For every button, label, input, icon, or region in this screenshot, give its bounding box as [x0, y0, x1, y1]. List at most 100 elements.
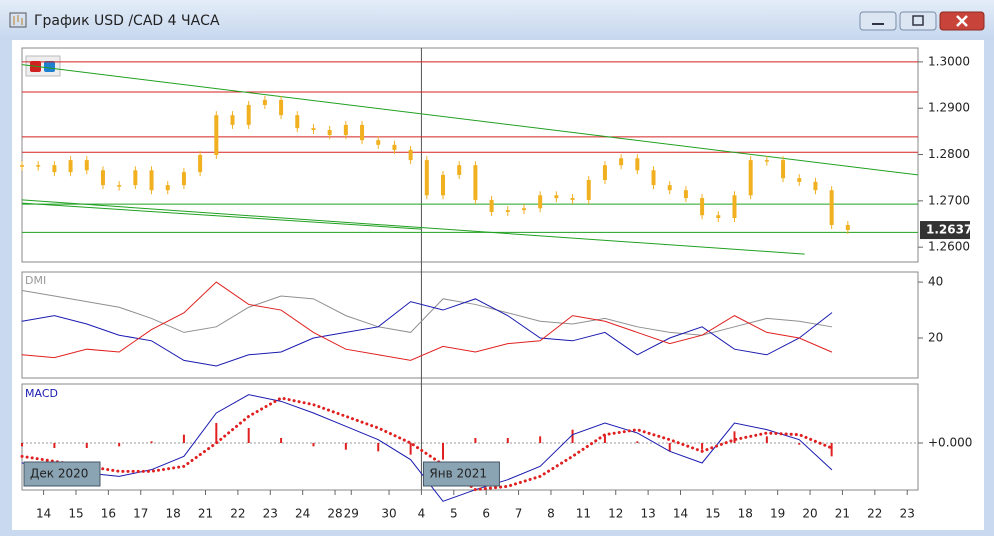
histogram-bar — [118, 443, 121, 447]
y-tick-label: 1.2900 — [928, 101, 970, 115]
histogram-bar — [344, 443, 347, 450]
dmi-panel — [21, 271, 919, 379]
histogram-bar — [377, 443, 380, 452]
candle — [181, 172, 186, 186]
x-tick-label: 8 — [547, 507, 555, 521]
title-bar — [0, 0, 994, 40]
histogram-bar — [636, 441, 639, 443]
x-tick-label: 17 — [133, 507, 148, 521]
x-tick-label: 11 — [576, 507, 591, 521]
x-tick-label: 6 — [482, 507, 490, 521]
x-tick-label: 13 — [640, 507, 655, 521]
histogram-bar — [21, 443, 23, 447]
macd-label: MACD — [25, 387, 58, 400]
trend-line — [21, 199, 805, 255]
minimize-button[interactable] — [859, 11, 897, 31]
candle — [716, 215, 721, 218]
candle — [230, 115, 235, 125]
histogram-bar — [798, 443, 801, 445]
y-tick-label: 1.3000 — [928, 54, 970, 68]
x-tick-label: 22 — [230, 507, 245, 521]
candle — [100, 170, 105, 186]
x-tick-label: 23 — [263, 507, 278, 521]
x-tick-label: 28 — [327, 507, 342, 521]
x-tick-label: 19 — [770, 507, 785, 521]
candle — [489, 199, 494, 212]
y-tick-label: 1.2600 — [928, 240, 970, 254]
candle — [295, 115, 300, 129]
candle — [845, 224, 850, 231]
candle — [84, 160, 89, 171]
histogram-bar — [312, 443, 315, 447]
histogram-bar — [701, 443, 704, 450]
candle — [133, 170, 138, 186]
candle — [667, 185, 672, 191]
candle — [441, 174, 446, 196]
x-tick-label: 24 — [295, 507, 310, 521]
histogram-bar — [474, 438, 477, 443]
window-title: График USD /CAD 4 ЧАСА — [34, 13, 220, 29]
candle — [683, 190, 688, 199]
histogram-bar — [409, 443, 412, 455]
x-tick-label: 14 — [673, 507, 688, 521]
candle — [538, 195, 543, 209]
candle — [20, 165, 24, 167]
candle — [813, 181, 818, 191]
candle — [392, 144, 397, 150]
y-tick-label: 40 — [928, 275, 943, 289]
period-label: Янв 2021 — [429, 467, 487, 481]
candle — [424, 160, 429, 196]
candle — [554, 195, 559, 199]
x-tick-label: 14 — [36, 507, 51, 521]
app-icon — [9, 12, 27, 28]
x-tick-label: 16 — [101, 507, 116, 521]
histogram-bar — [539, 436, 542, 443]
candle — [68, 160, 73, 173]
x-tick-label: 30 — [381, 507, 396, 521]
candle — [165, 185, 170, 191]
candle — [764, 160, 769, 162]
histogram-bar — [85, 443, 88, 448]
candle — [343, 124, 348, 136]
y-tick-label: +0.000 — [928, 436, 972, 450]
maximize-button[interactable] — [899, 11, 937, 31]
y-tick-label: 20 — [928, 331, 943, 345]
candle — [262, 99, 267, 105]
x-tick-label: 5 — [450, 507, 458, 521]
histogram-bar — [830, 443, 833, 457]
indicator-line — [21, 281, 833, 361]
x-tick-label: 22 — [867, 507, 882, 521]
histogram-bar — [53, 443, 56, 448]
indicator-line — [21, 298, 833, 367]
candle — [748, 160, 753, 196]
price-tag-label: 1.2637 — [926, 223, 972, 237]
x-tick-label: 18 — [165, 507, 180, 521]
dmi-label: DMI — [25, 274, 46, 287]
x-tick-label: 18 — [738, 507, 753, 521]
candle — [602, 165, 607, 181]
candle — [521, 208, 526, 211]
histogram-bar — [733, 431, 736, 443]
candle — [279, 99, 284, 116]
x-tick-label: 15 — [68, 507, 83, 521]
histogram-bar — [442, 443, 445, 460]
maximize-icon — [912, 15, 924, 26]
candle — [829, 190, 834, 225]
macd-panel — [21, 383, 919, 491]
price-tag — [920, 221, 970, 240]
x-tick-label: 21 — [835, 507, 850, 521]
histogram-bar — [603, 434, 606, 443]
candle — [36, 165, 41, 167]
x-tick-label: 4 — [418, 507, 426, 521]
candle — [198, 155, 203, 173]
trend-line — [21, 202, 422, 230]
x-tick-label: 15 — [705, 507, 720, 521]
candle — [376, 140, 381, 145]
candle — [327, 129, 332, 136]
histogram-bar — [668, 443, 671, 452]
histogram-bar — [150, 441, 153, 443]
histogram-bar — [765, 436, 768, 443]
histogram-bar — [571, 429, 574, 443]
candle — [117, 185, 122, 187]
